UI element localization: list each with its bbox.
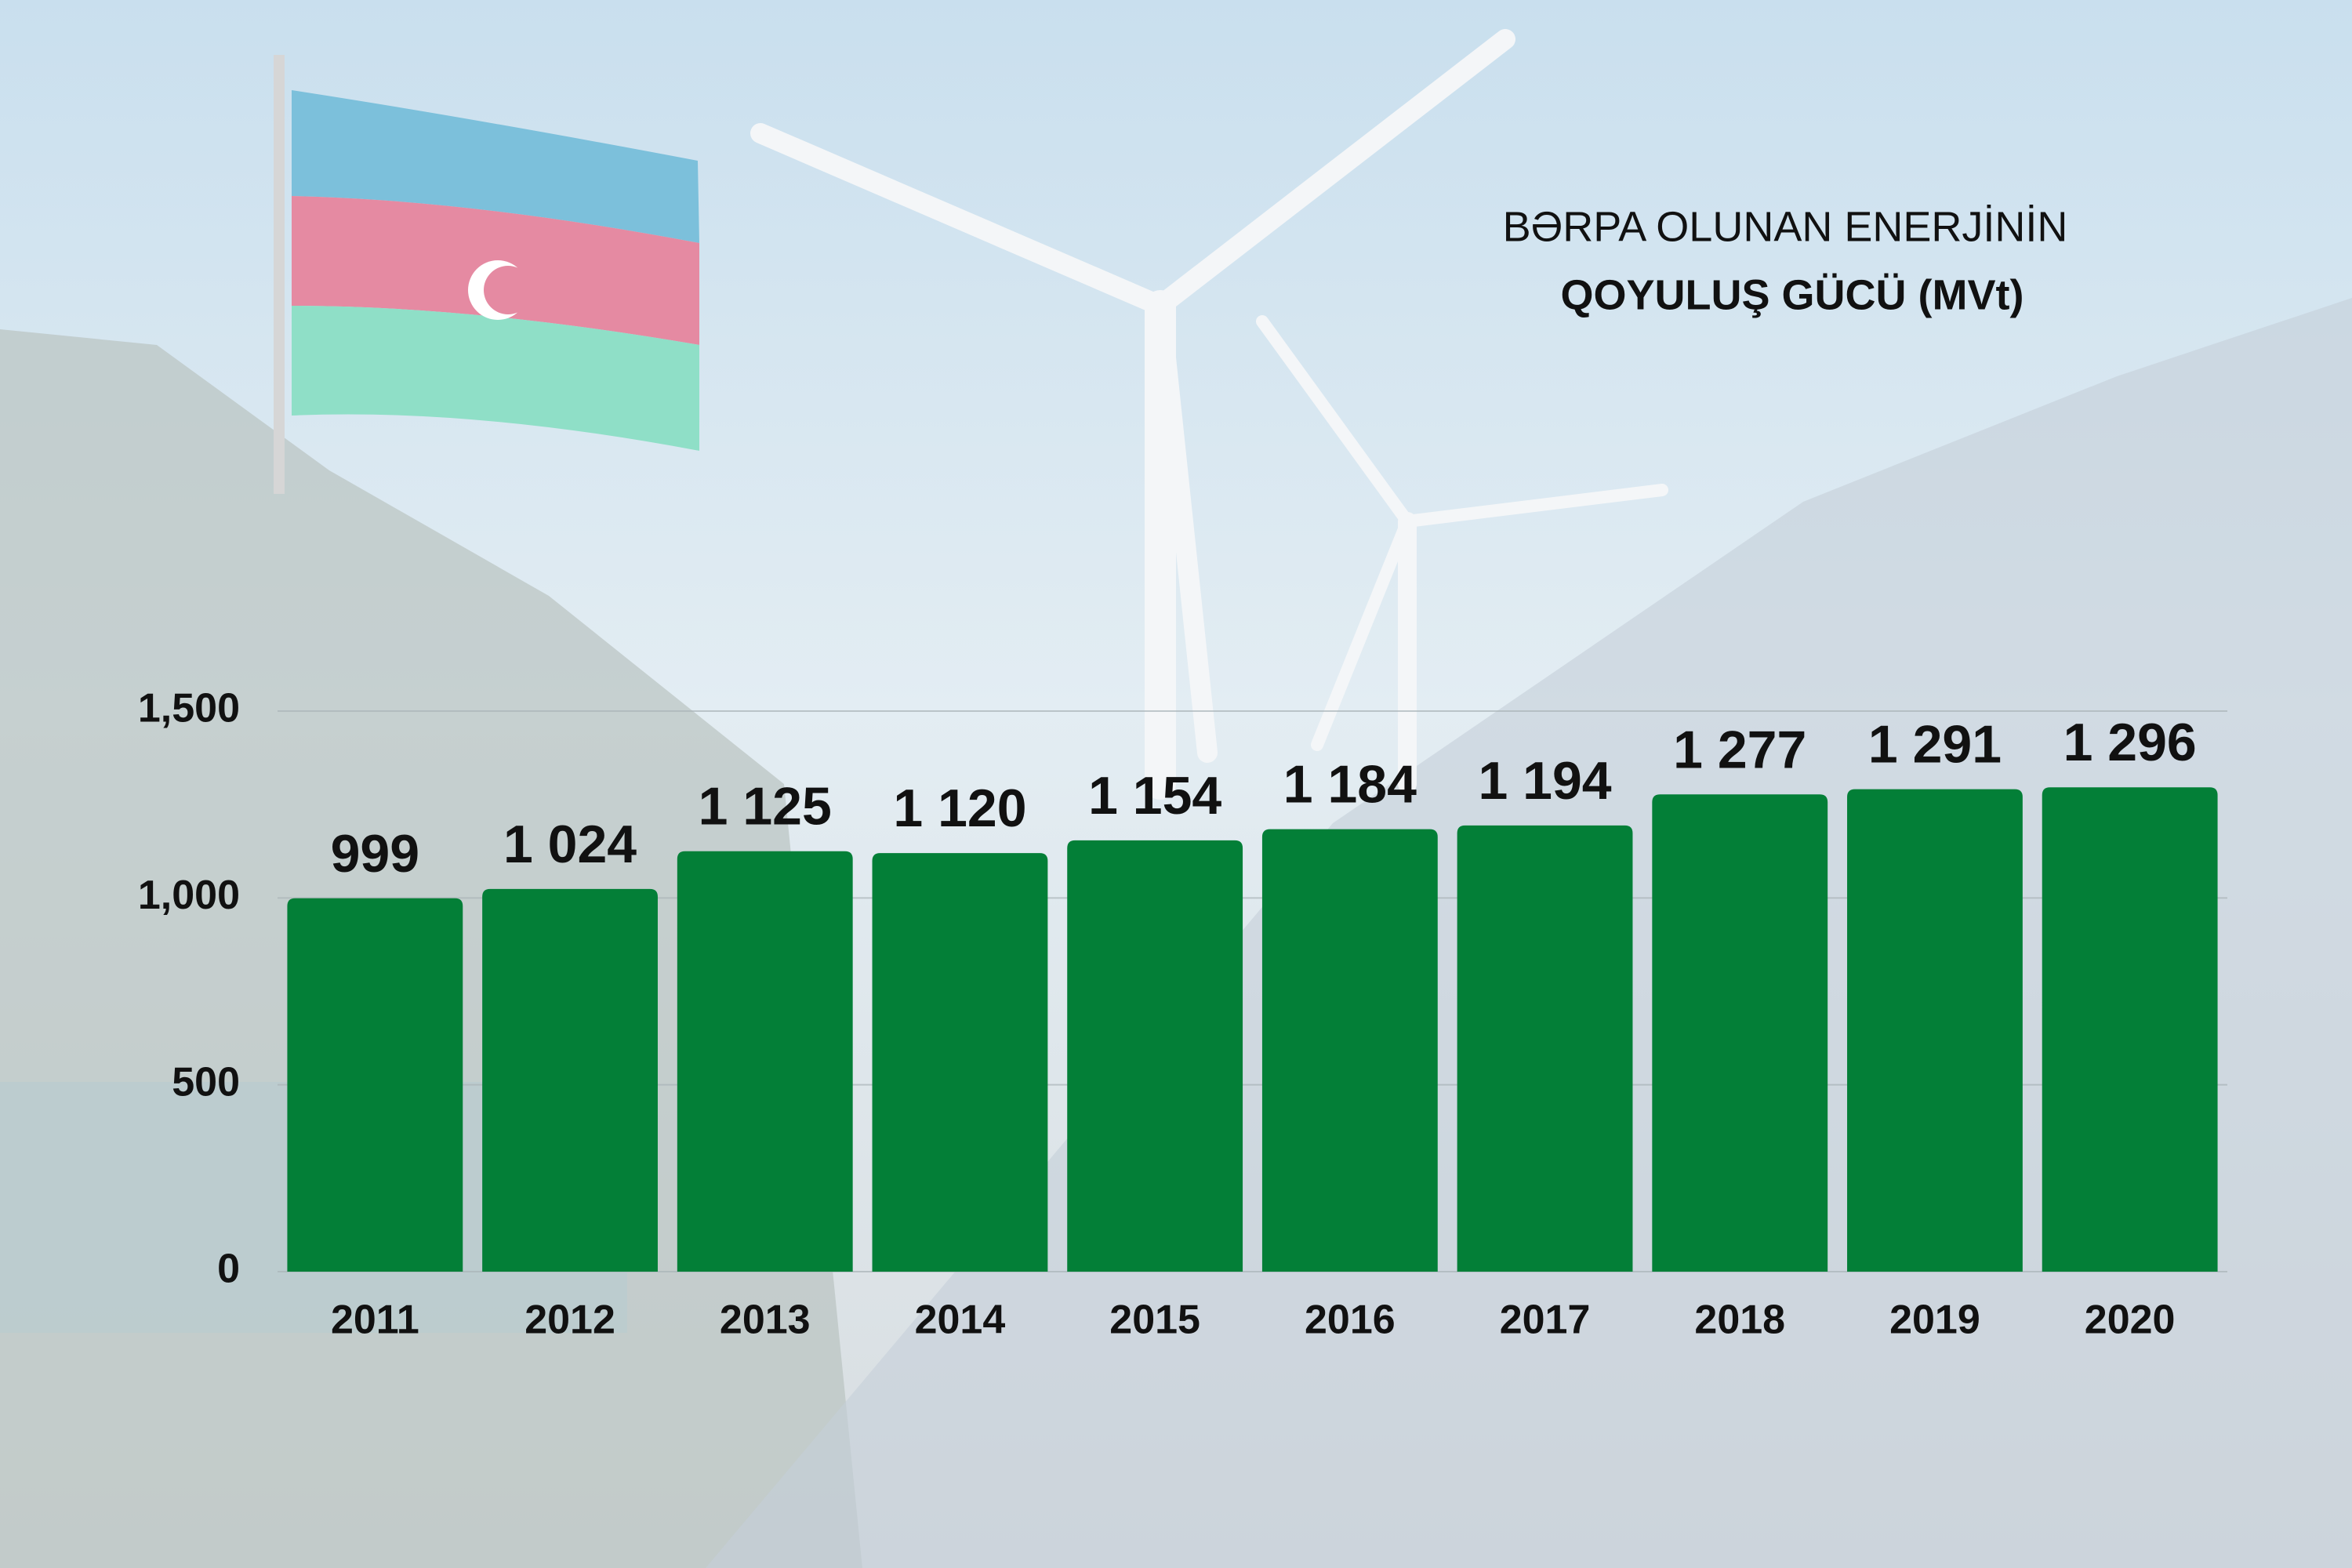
value-label: 1 154 — [1088, 766, 1221, 826]
value-label: 1 277 — [1673, 720, 1806, 779]
x-tick-label: 2019 — [1889, 1298, 1980, 1343]
value-label: 1 296 — [2063, 713, 2197, 772]
y-tick-label: 1,000 — [138, 873, 240, 918]
value-label: 1 120 — [893, 779, 1026, 838]
value-label: 1 194 — [1478, 751, 1611, 811]
chart-title: BƏRPA OLUNAN ENERJİNİN — [1503, 203, 2068, 250]
y-tick-label: 1,500 — [138, 686, 240, 731]
bar — [1847, 789, 2023, 1272]
x-tick-label: 2013 — [720, 1298, 811, 1343]
bar — [872, 853, 1048, 1272]
value-label: 1 184 — [1283, 755, 1417, 815]
x-tick-label: 2018 — [1694, 1298, 1785, 1343]
value-label: 1 125 — [699, 777, 832, 837]
x-tick-label: 2015 — [1109, 1298, 1200, 1343]
y-tick-label: 0 — [217, 1247, 240, 1292]
x-tick-label: 2011 — [331, 1298, 419, 1343]
wind-turbine — [750, 29, 1668, 800]
chart-subtitle: QOYULUŞ GÜCÜ (MVt) — [1561, 271, 2024, 318]
bar — [1457, 825, 1633, 1272]
bar — [1652, 794, 1828, 1272]
x-tick-label: 2020 — [2085, 1298, 2176, 1343]
bar — [1067, 840, 1243, 1272]
y-tick-label: 500 — [172, 1059, 240, 1105]
x-tick-label: 2014 — [915, 1298, 1006, 1343]
bar — [677, 851, 853, 1272]
x-tick-label: 2017 — [1500, 1298, 1591, 1343]
value-label: 1 291 — [1868, 715, 2002, 775]
bar — [1261, 829, 1438, 1272]
bar — [287, 898, 463, 1272]
x-tick-label: 2016 — [1305, 1298, 1396, 1343]
bar — [2042, 787, 2218, 1272]
bar — [482, 888, 658, 1272]
value-label: 999 — [331, 824, 419, 884]
x-tick-label: 2012 — [524, 1298, 615, 1343]
value-label: 1 024 — [503, 815, 637, 874]
flag — [292, 90, 699, 451]
